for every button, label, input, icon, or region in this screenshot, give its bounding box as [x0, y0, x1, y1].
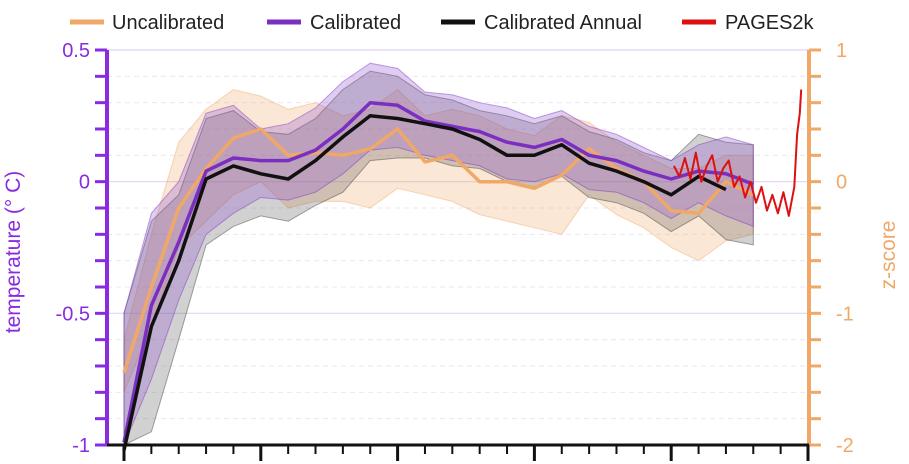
- right-tick-label: -2: [836, 435, 854, 457]
- right-tick-label: 0: [836, 172, 847, 194]
- legend-label-uncalibrated: Uncalibrated: [112, 12, 224, 34]
- legend: Uncalibrated Calibrated Calibrated Annua…: [70, 12, 815, 34]
- legend-label-calibrated-annual: Calibrated Annual: [484, 12, 642, 34]
- band-calibrated: [123, 62, 754, 446]
- right-axis-label: z-score: [877, 221, 900, 290]
- axes: temperature (° C) z-score: [2, 50, 900, 447]
- series-lines: [122, 89, 803, 451]
- line-pages2k: [673, 89, 803, 217]
- left-tick-label: 0.5: [62, 40, 90, 62]
- left-tick-label: 0: [79, 172, 90, 194]
- line-calibrated: [122, 100, 754, 443]
- ticks: 0.5 0 -0.5 -1 1 0 -1 -2: [56, 40, 854, 461]
- line-uncalibrated: [122, 127, 755, 374]
- legend-label-calibrated: Calibrated: [310, 12, 401, 34]
- line-calibrated-annual: [122, 114, 727, 451]
- left-tick-label: -0.5: [56, 303, 90, 325]
- left-axis-label: temperature (° C): [2, 171, 25, 333]
- uncertainty-bands: [123, 62, 754, 446]
- left-tick-label: -1: [72, 435, 90, 457]
- right-tick-label: 1: [836, 40, 847, 62]
- legend-label-pages2k: PAGES2k: [725, 12, 815, 34]
- right-tick-label: -1: [836, 303, 854, 325]
